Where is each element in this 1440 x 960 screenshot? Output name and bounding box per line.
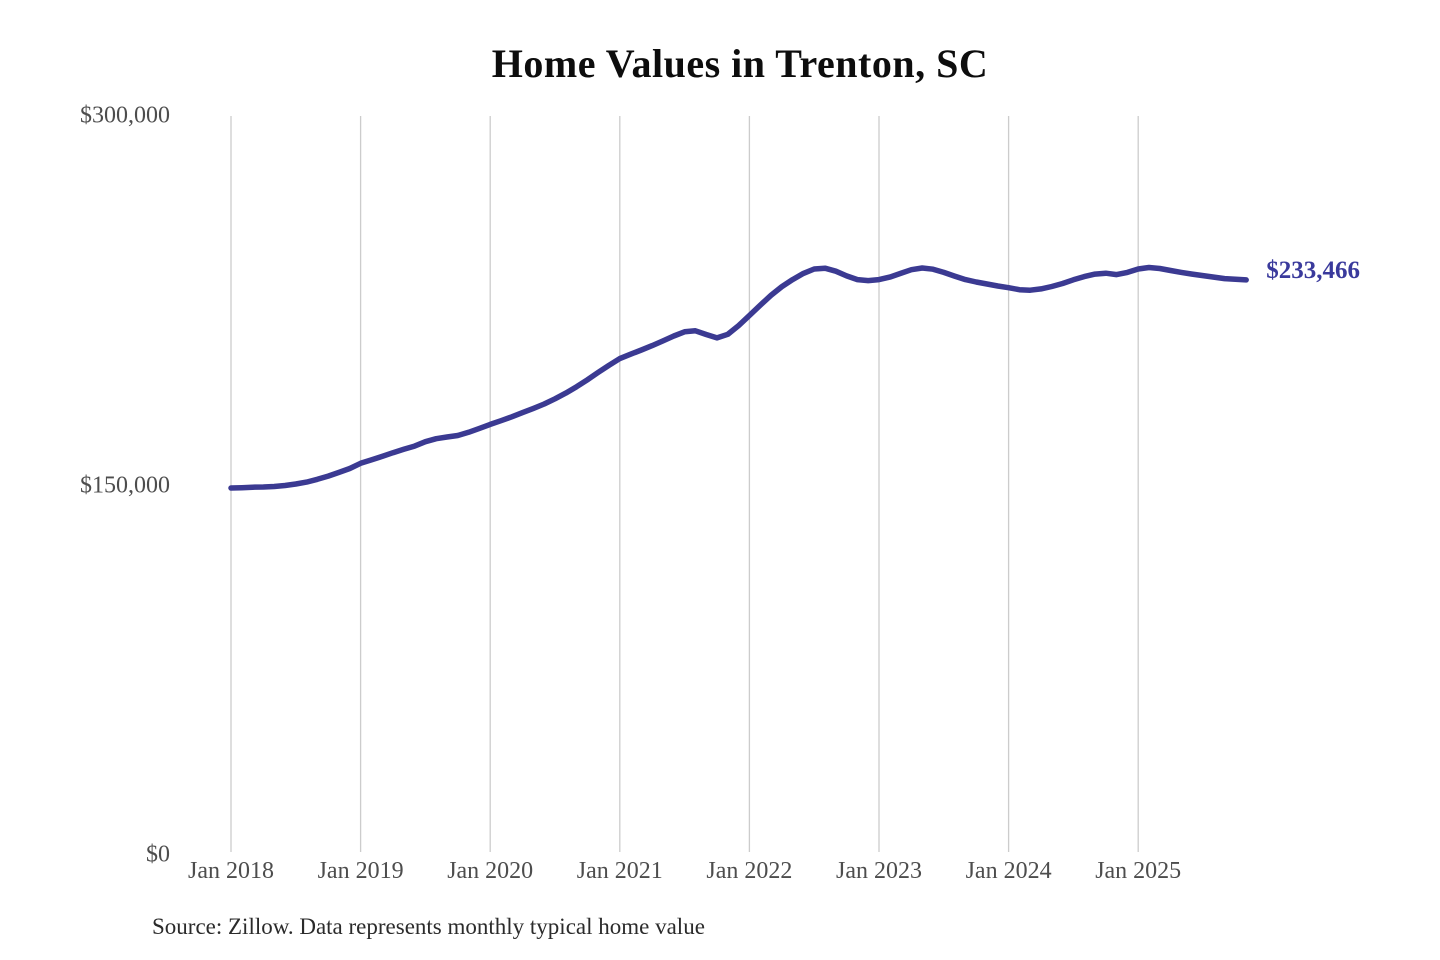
x-tick-label-jan-2020: Jan 2020 xyxy=(447,858,534,884)
y-tick-label-0: $0 xyxy=(146,841,170,868)
final-value-label: $233,466 xyxy=(1266,256,1360,284)
y-tick-label-150000: $150,000 xyxy=(80,472,170,498)
chart-title: Home Values in Trenton, SC xyxy=(491,41,989,86)
x-tick-label-jan-2021: Jan 2021 xyxy=(576,858,663,884)
x-tick-label-jan-2019: Jan 2019 xyxy=(317,858,404,884)
x-tick-label-jan-2025: Jan 2025 xyxy=(1095,858,1182,884)
source-note: Source: Zillow. Data represents monthly … xyxy=(152,914,705,939)
x-tick-label-jan-2023: Jan 2023 xyxy=(836,858,922,884)
x-tick-label-jan-2018: Jan 2018 xyxy=(188,858,274,884)
x-tick-label-jan-2024: Jan 2024 xyxy=(965,858,1052,884)
home-value-line xyxy=(228,264,1249,491)
x-tick-label-jan-2022: Jan 2022 xyxy=(706,858,793,884)
year-gridlines xyxy=(230,116,1139,852)
y-tick-label-300000: $300,000 xyxy=(80,102,170,129)
